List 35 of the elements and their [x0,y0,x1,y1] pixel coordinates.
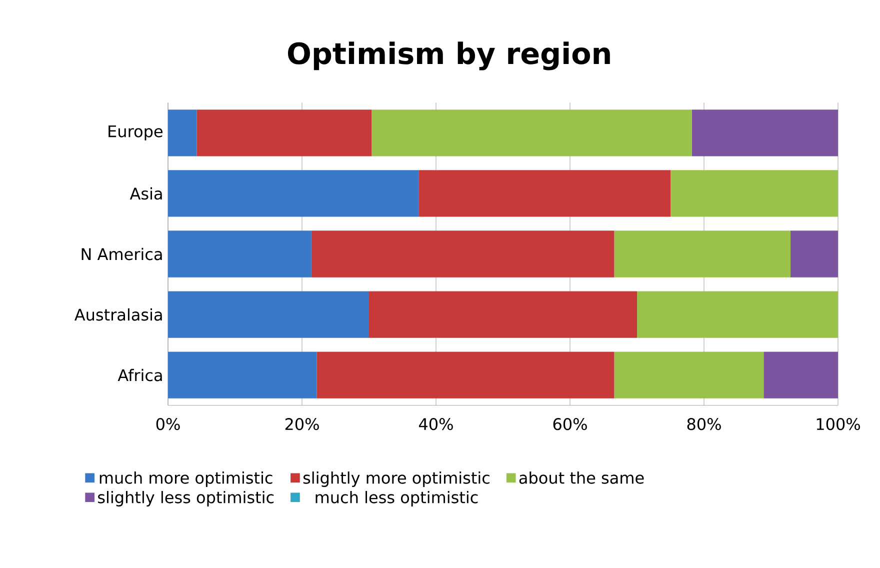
bar [168,291,370,338]
x-tick-label: 20% [285,418,319,430]
bar [637,291,838,338]
bar [168,110,197,156]
bar [311,230,614,278]
legend-label: much more optimistic [100,471,272,487]
bar [196,110,372,156]
bar [372,110,692,156]
x-tick-label: 0% [156,418,180,430]
x-tick-label: 60% [553,418,587,430]
x-tick-label: 100% [816,418,860,430]
bar [316,352,614,398]
legend-label: slightly more optimistic [303,471,490,487]
bar [692,110,838,156]
x-tick-label: 80% [687,418,721,430]
y-tick-label: Africa [118,368,162,382]
y-tick-label: Europe [108,125,162,140]
y-tick-label: N America [82,248,162,260]
legend-label: about the same [519,471,644,484]
bar [670,170,838,217]
bar [168,352,317,398]
y-tick-label: Asia [130,187,162,200]
bar [168,170,419,217]
legend-label: slightly less optimistic [98,490,274,506]
legend-label: much less optimistic [316,490,478,506]
bar [790,230,838,278]
y-tick-label: Australasia [74,308,162,321]
bar [168,230,312,278]
bar [418,170,671,217]
bar [614,352,764,398]
bar [764,352,838,398]
bar [614,230,790,278]
chart-title: Optimism by region [288,42,610,70]
x-tick-label: 40% [419,418,453,430]
bar [369,291,638,338]
